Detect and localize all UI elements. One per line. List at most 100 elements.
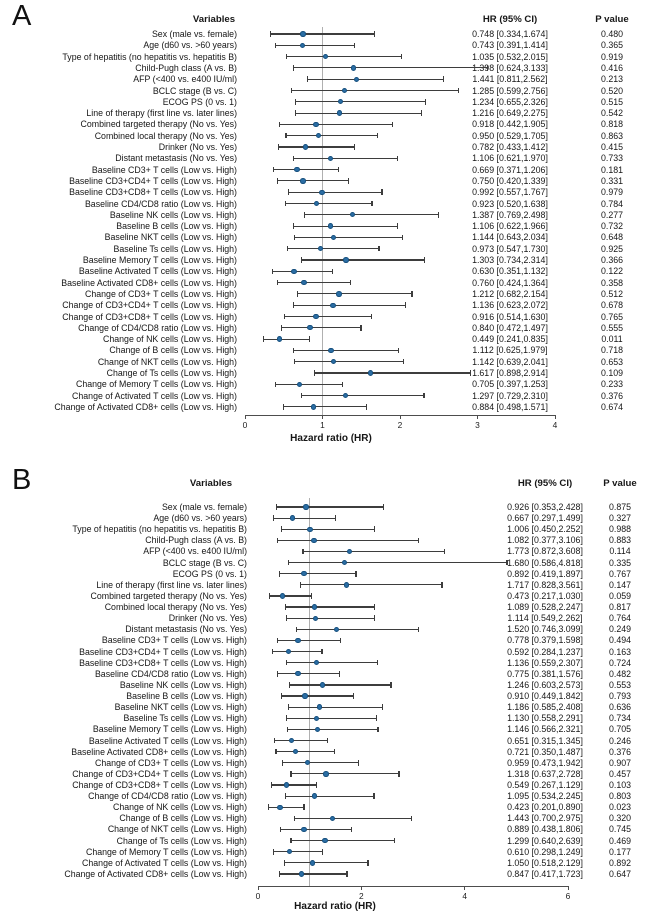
p-value: 0.793 [608,691,631,702]
hr-ci-value: 1.112 [0.625,1.979] [472,345,548,356]
hr-point-marker [304,760,311,766]
variable-label: Distant metastasis (No vs. Yes) [125,624,247,635]
p-value: 0.365 [600,40,623,51]
variable-label: Age (d60 vs. >60 years) [153,513,247,524]
hr-ci-value: 0.651 [0.315,1.345] [507,735,583,746]
ci-cap-low [287,559,289,566]
ci-cap-high [423,257,425,263]
hr-ci-value: 1.299 [0.640,2.639] [507,835,583,846]
variable-label: Baseline NKT cells (Low vs. High) [114,702,247,713]
ci-bar [276,506,384,508]
p-value: 0.647 [608,868,631,879]
hr-ci-value: 1.773 [0.872,3.608] [507,546,583,557]
ci-cap-high [378,245,380,252]
ci-cap-low [273,737,275,744]
ci-cap-low [285,53,287,60]
hr-ci-value: 0.840 [0.472,1.497] [472,322,548,333]
ci-cap-high [402,234,404,241]
ci-cap-low [284,313,286,320]
p-value: 0.177 [608,846,631,857]
ci-cap-high [309,336,311,342]
hr-point-marker [310,404,317,410]
hr-ci-value: 1.144 [0.643,2.034] [472,232,548,243]
ci-bar [288,562,507,564]
ci-bar [277,673,340,675]
p-value: 0.678 [600,300,623,311]
variable-label: Change of CD4/CD8 ratio (Low vs. High) [88,791,247,802]
x-axis-tick-label: 2 [397,420,403,430]
p-value: 0.023 [608,802,631,813]
ci-cap-low [287,704,289,710]
variable-label: Change of Activated CD8+ cells (Low vs. … [64,868,247,879]
hr-ci-value: 0.778 [0.379,1.598] [507,635,583,646]
ci-cap-high [337,166,340,173]
ci-cap-low [284,604,286,610]
variable-label: Baseline CD4/CD8 ratio (Low vs. High) [84,198,237,209]
ci-cap-high [303,804,305,811]
ci-cap-high [424,99,426,105]
ci-cap-high [374,615,376,621]
ci-cap-high [442,76,445,82]
hr-ci-value: 0.750 [0.420,1.339] [472,175,548,186]
variable-label: AFP (<400 vs. e400 IU/ml) [143,546,247,557]
hr-ci-value: 0.782 [0.433,1.412] [472,142,548,152]
p-value: 0.767 [608,568,631,579]
hr-ci-value: 1.398 [0.624,3.133] [472,62,548,73]
variable-label: Change of NKT cells (Low vs. High) [97,356,237,367]
ci-bar [296,628,419,630]
hr-point-marker [311,793,318,799]
ci-bar [285,202,372,205]
variable-label: Change of NK cells (Low vs. High) [113,802,247,813]
ci-cap-high [381,189,383,195]
p-value: 0.457 [608,768,631,779]
ci-bar [314,372,471,374]
ci-cap-high [443,548,445,555]
p-value: 0.784 [600,198,623,209]
ci-cap-low [281,759,284,766]
hr-point-marker [295,671,301,677]
hr-ci-value: 0.549 [0.267,1.129] [507,780,583,790]
ci-cap-low [302,548,304,555]
hr-ci-value: 0.592 [0.284,1.237] [507,646,583,657]
ci-cap-low [272,515,274,521]
ci-cap-low [292,155,294,162]
x-axis-tick [399,415,401,419]
x-axis-tick [477,415,478,419]
ci-cap-low [292,347,295,354]
p-value: 0.732 [600,221,623,232]
ci-cap-high [353,42,356,49]
hr-point-marker [289,515,296,521]
variable-label: Change of Activated T cells (Low vs. Hig… [72,390,237,401]
reference-line-hr1 [309,498,311,886]
p-value: 0.246 [608,735,631,746]
ci-cap-high [437,212,440,218]
p-value: 0.764 [608,613,631,624]
ci-bar [287,248,380,250]
hr-ci-value: 0.760 [0.424,1.364] [472,277,548,288]
variable-label: Sex (male vs. female) [151,29,237,39]
hr-point-marker [288,737,295,744]
variable-label: Combined local therapy (No vs. Yes) [104,602,247,613]
variables-column-header: Variables [189,478,233,489]
hr-point-marker [300,178,306,184]
hr-ci-value: 1.387 [0.769,2.498] [472,209,548,220]
ci-cap-low [294,234,296,241]
ci-cap-high [457,87,460,94]
ci-cap-low [288,682,290,688]
hr-ci-value: 0.923 [0.520,1.638] [472,198,548,209]
ci-bar [282,762,359,764]
variable-label: Baseline Activated T cells (Low vs. High… [88,735,247,746]
variable-label: Drinker (No vs. Yes) [168,613,247,624]
hr-point-marker [301,826,307,833]
ci-cap-low [303,212,306,218]
hr-point-marker [319,189,325,195]
variable-label: Baseline Ts cells (Low vs. High) [113,243,237,254]
x-axis-tick-label: 6 [565,891,571,901]
hr-point-marker [302,144,309,150]
ci-bar [263,338,310,340]
hr-ci-value: 1.297 [0.729,2.310] [472,390,548,401]
ci-cap-low [280,826,282,833]
variable-label: Child-Pugh class (A vs. B) [145,535,247,546]
hr-point-marker [300,31,306,37]
